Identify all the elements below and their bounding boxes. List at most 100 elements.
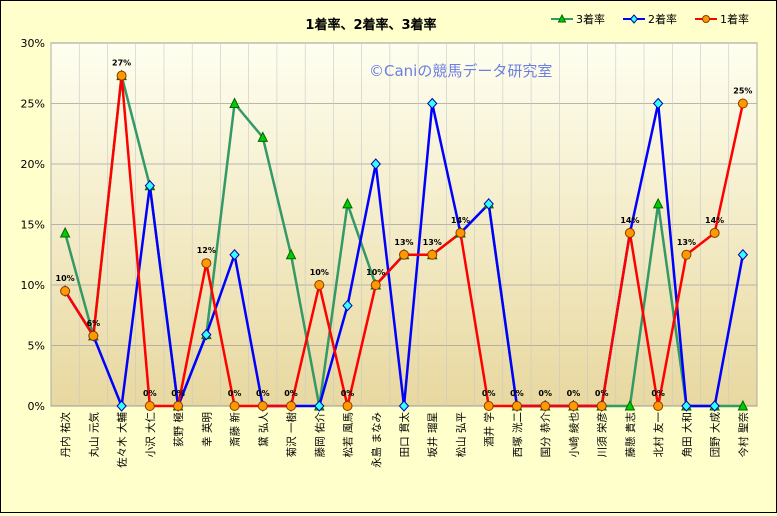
data-point [201, 258, 212, 269]
data-point [229, 401, 240, 411]
data-point [483, 198, 494, 210]
x-tick-label: 角田 大和 [680, 412, 693, 457]
x-tick-label: 松若 風馬 [342, 412, 355, 457]
data-label: 0% [171, 389, 185, 398]
data-point [427, 249, 438, 260]
data-label: 0% [595, 389, 609, 398]
x-tick-label: 坂井 瑠星 [426, 412, 439, 457]
data-point [709, 227, 720, 238]
x-tick-label: 藤岡 佑介 [313, 412, 326, 458]
data-point [201, 328, 212, 341]
x-tick-label: 今村 聖奈 [737, 412, 750, 458]
data-point [737, 249, 749, 261]
data-point [257, 401, 268, 411]
x-tick-label: 北村 友一 [652, 412, 665, 458]
data-label: 6% [87, 319, 101, 328]
data-point [116, 70, 127, 81]
data-point [511, 401, 522, 411]
data-label: 10% [56, 274, 75, 283]
x-tick-label: 田口 貫太 [398, 412, 411, 458]
data-label: 25% [733, 87, 752, 96]
data-label: 27% [112, 59, 131, 68]
data-label: 0% [143, 389, 157, 398]
series-layer [59, 69, 749, 412]
x-tick-label: 佐々木 大輔 [116, 412, 129, 468]
data-point [229, 249, 240, 261]
legend-marker [629, 14, 639, 24]
data-point [144, 180, 156, 192]
axis-layer: 0% 5% 10% 15% 20% 25% 30% 丹内 祐次 丸山 元気 佐々木 大輔 小沢 大仁… [21, 37, 750, 468]
data-point [427, 97, 438, 110]
data-label: 14% [451, 216, 470, 225]
data-point [342, 401, 353, 411]
data-point [568, 401, 579, 411]
data-point [737, 399, 749, 411]
legend: 3着率 2着率 1着率 [551, 12, 749, 26]
legend-marker [557, 13, 567, 23]
data-label: 0% [256, 389, 270, 398]
data-point [596, 401, 607, 411]
x-tick-label: 西塚 洸二 [511, 412, 524, 457]
x-tick-label: 藤懸 貴志 [624, 412, 637, 457]
legend-label: 3着率 [576, 12, 605, 26]
x-tick-label: 丸山 元気 [87, 412, 100, 458]
data-point [737, 98, 748, 109]
data-label: 0% [538, 389, 552, 398]
legend-label: 2着率 [648, 12, 677, 26]
data-point [370, 158, 381, 170]
x-tick-label: 小沢 大仁 [144, 412, 157, 457]
legend-marker [702, 15, 710, 23]
y-tick-label: 15% [21, 219, 45, 232]
data-label: 13% [423, 238, 442, 247]
data-point [229, 97, 240, 108]
y-tick-label: 0% [28, 400, 45, 413]
grid-layer [50, 42, 758, 407]
y-tick-label: 10% [21, 279, 45, 292]
x-tick-label: 小崎 綾也 [567, 412, 580, 457]
x-tick-label: 菊沢 一樹 [285, 412, 298, 458]
data-point [652, 197, 664, 209]
y-tick-label: 30% [21, 37, 45, 50]
data-point [399, 249, 409, 260]
x-tick-label: 団野 大成 [709, 412, 722, 458]
data-point [455, 227, 466, 238]
y-tick-label: 25% [21, 98, 45, 111]
data-point [285, 248, 297, 260]
data-point [370, 280, 381, 290]
x-tick-label: 荻野 極 [172, 412, 185, 447]
y-tick-label: 5% [28, 340, 45, 353]
data-point [624, 399, 636, 411]
data-label: 14% [620, 216, 639, 225]
data-label: 12% [197, 246, 216, 255]
x-tick-label: 黛 弘人 [257, 412, 270, 447]
x-tick-label: 丹内 祐次 [59, 412, 72, 458]
data-label: 0% [228, 389, 242, 398]
x-tick-label: 幸 英明 [200, 412, 213, 447]
data-label: 10% [366, 268, 385, 277]
data-point [624, 227, 635, 238]
watermark: ©Caniの競馬データ研究室 [369, 62, 552, 80]
data-label: 13% [394, 238, 413, 247]
x-tick-label: 松山 弘平 [454, 412, 467, 457]
data-point [483, 401, 494, 411]
data-label: 0% [482, 389, 496, 398]
data-point [88, 330, 99, 341]
chart-title: 1着率、2着率、3着率 [305, 17, 436, 33]
data-point [144, 401, 155, 411]
data-point [286, 401, 297, 411]
data-point [116, 400, 127, 412]
data-label: 0% [567, 389, 581, 398]
data-label-layer: 10% 6% 27% 0% 0% 12% 0% 0% 0% 10% 0% 10% 13% 13% 14% 0%… [56, 59, 753, 398]
data-point [540, 401, 551, 411]
data-point [653, 401, 664, 411]
data-point [173, 401, 184, 411]
data-point [681, 400, 692, 412]
data-label: 0% [651, 389, 665, 398]
data-point [342, 197, 353, 209]
x-tick-label: 永島 まなみ [370, 412, 383, 468]
data-label: 0% [284, 389, 298, 398]
data-point [342, 299, 353, 312]
data-label: 14% [705, 216, 724, 225]
